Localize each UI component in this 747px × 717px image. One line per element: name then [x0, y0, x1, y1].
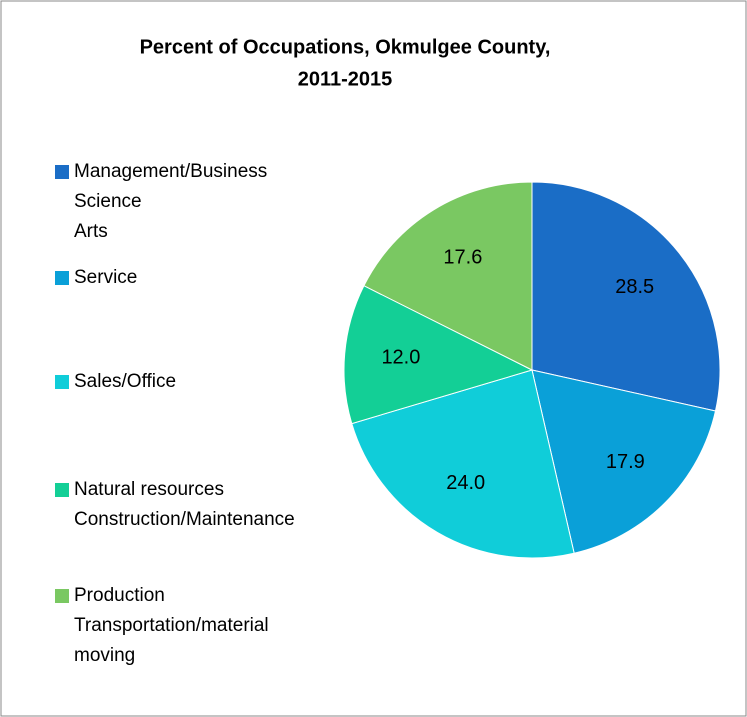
legend-swatch: [55, 483, 69, 497]
legend-label: Construction/Maintenance: [74, 509, 295, 530]
legend-swatch: [55, 375, 69, 389]
legend-swatch: [55, 271, 69, 285]
legend-label: Science: [74, 191, 142, 212]
pie-slice: [531, 181, 721, 412]
pie-slice: [531, 369, 717, 554]
data-label: 12.0: [381, 347, 420, 369]
legend-label: moving: [74, 645, 135, 666]
legend-label: Service: [74, 267, 137, 288]
legend-swatch: [55, 589, 69, 603]
legend-label: Natural resources: [74, 479, 224, 500]
data-label: 17.6: [443, 246, 482, 268]
data-label: 28.5: [615, 276, 654, 298]
data-label: 17.9: [606, 451, 645, 473]
chart-title: Percent of Occupations, Okmulgee County,: [140, 36, 551, 58]
pie-slice: [363, 181, 533, 371]
pie-slice: [343, 285, 534, 425]
legend-label: Production: [74, 585, 165, 606]
pie-slice: [351, 369, 575, 559]
legend-label: Management/Business: [74, 161, 267, 182]
legend-swatch: [55, 165, 69, 179]
legend-label: Transportation/material: [74, 615, 269, 636]
chart-title: 2011-2015: [298, 68, 393, 90]
legend-label: Arts: [74, 221, 108, 242]
data-label: 24.0: [446, 472, 485, 494]
legend-label: Sales/Office: [74, 371, 176, 392]
